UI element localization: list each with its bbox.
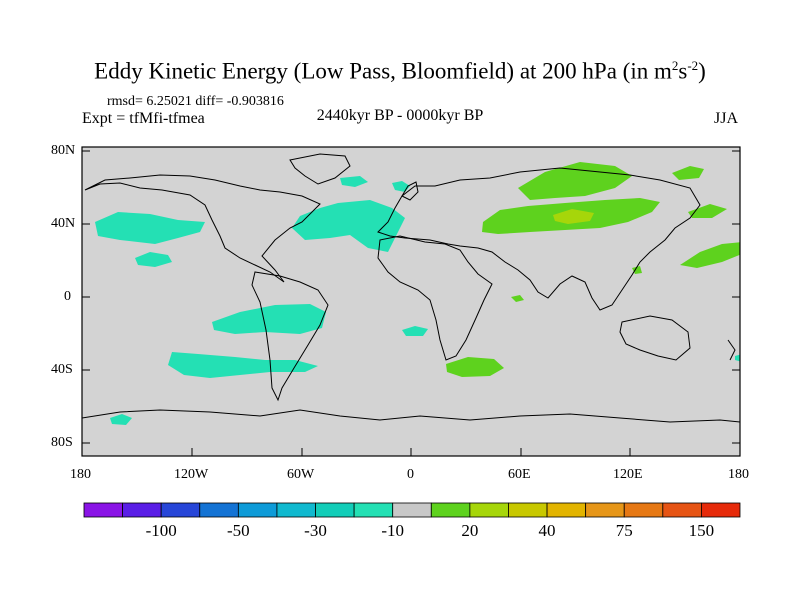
colorbar-label: 75 [615, 521, 633, 540]
colorbar-label: -100 [145, 521, 177, 540]
lon-label-0: 0 [407, 467, 414, 482]
colorbar-cell [315, 502, 355, 518]
colorbar-label: 20 [461, 521, 479, 540]
colorbar-cell [83, 502, 123, 518]
anomaly-region-greenland-sea [340, 176, 368, 187]
colorbar-label: 150 [688, 521, 715, 540]
rmsd-diff-stats: rmsd= 6.25021 diff= -0.903816 [107, 94, 284, 109]
colorbar-label: -30 [304, 521, 327, 540]
lat-label-80s: 80S [51, 435, 73, 450]
colorbar-label: 40 [538, 521, 556, 540]
colorbar-cell [546, 502, 587, 518]
lat-label-40s: 40S [51, 362, 73, 377]
season-label: JJA [714, 110, 739, 127]
colorbar-cell [469, 502, 509, 518]
colorbar-cell [237, 502, 278, 518]
lon-label-120w: 120W [174, 467, 209, 482]
colorbar-cell [430, 502, 471, 518]
colorbar-label: -50 [227, 521, 250, 540]
anomaly-region-east-pacific-edge [735, 354, 740, 362]
anomaly-region-arabian [511, 295, 524, 302]
anomaly-region-antarctic-pacific [110, 414, 132, 425]
lat-label-0: 0 [64, 289, 71, 304]
anomaly-region-japan [632, 266, 642, 274]
colorbar-cell [353, 502, 394, 518]
anomaly-region-south-pacific [212, 304, 326, 334]
lon-label-180e: 180 [728, 467, 749, 482]
anomaly-region-siberia-north [518, 162, 632, 200]
lat-label-80n: 80N [51, 143, 76, 158]
anomaly-region-southern-ocean [168, 352, 318, 378]
colorbar-label: -10 [381, 521, 405, 540]
lat-label-40n: 40N [51, 216, 76, 231]
colorbar-cell [199, 502, 239, 518]
colorbar-cell [662, 502, 702, 518]
colorbar-cell [160, 502, 201, 518]
anomaly-region-pacific-east-mid [680, 242, 740, 268]
lon-label-120e: 120E [613, 467, 643, 482]
map-title: Eddy Kinetic Energy (Low Pass, Bloomfiel… [94, 58, 706, 84]
anomaly-region-south-atlantic [402, 326, 428, 336]
lon-label-60w: 60W [287, 467, 315, 482]
anomaly-region-north-pacific-east [672, 166, 704, 180]
axis-ticks [81, 150, 741, 456]
colorbar-cell [276, 502, 316, 518]
period-label: 2440kyr BP - 0000kyr BP [316, 107, 484, 124]
colorbar-cell [623, 502, 664, 518]
lon-label-60e: 60E [508, 467, 531, 482]
experiment-label: Expt = tfMfi-tfmea [82, 110, 205, 127]
anomaly-region-north-atlantic [292, 200, 405, 252]
colorbar-cell [585, 502, 625, 518]
anomaly-contours [82, 153, 740, 425]
colorbar-cell [508, 502, 548, 518]
anomaly-region-central-asia-core [553, 209, 594, 224]
colorbar-cell [392, 502, 432, 518]
anomaly-region-south-indian [446, 357, 504, 377]
colorbar-cell [701, 502, 741, 518]
anomaly-region-pacific-small [135, 252, 172, 267]
anomaly-region-northwest-pacific [688, 204, 727, 218]
colorbar-cell [122, 502, 162, 518]
lon-label-180w: 180 [70, 467, 91, 482]
coastlines [82, 153, 740, 423]
anomaly-region-north-pacific [95, 212, 205, 244]
colorbar-cells [83, 502, 741, 518]
